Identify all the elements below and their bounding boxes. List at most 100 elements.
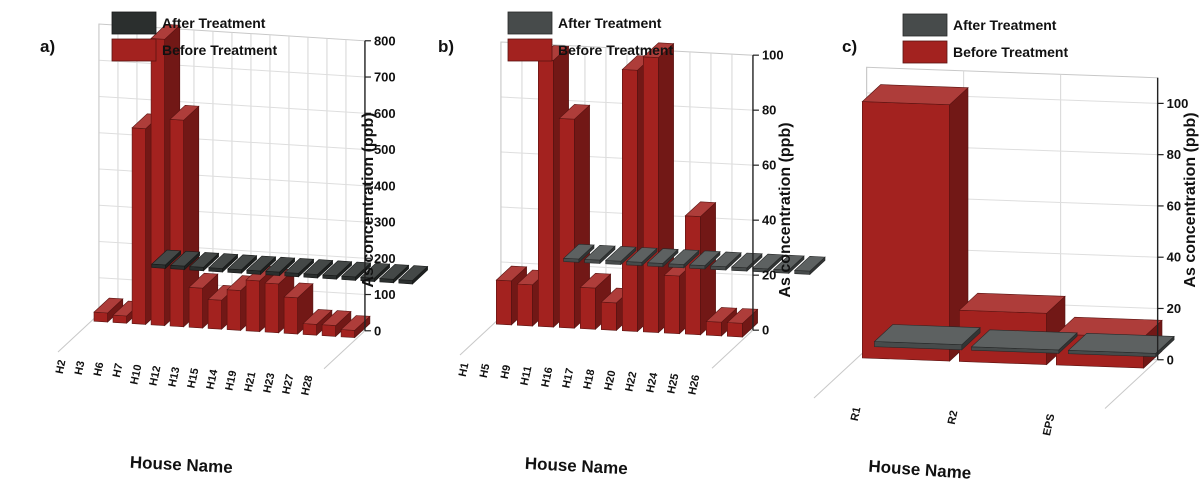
- x-tick-label: H20: [602, 369, 618, 391]
- bar-front-face: [264, 282, 280, 334]
- bar-front-face: [188, 286, 203, 329]
- x-tick-label: H10: [128, 364, 144, 386]
- bar-before-treatment: [340, 315, 371, 339]
- bar-front-face: [726, 322, 743, 338]
- bar-top-face: [667, 249, 700, 265]
- bar-after-treatment: [604, 246, 637, 266]
- y-tick-label: 20: [762, 268, 776, 283]
- panel-label: a): [40, 37, 55, 56]
- bar-before-treatment: [93, 297, 124, 323]
- bar-top-face: [170, 250, 201, 267]
- x-tick-label: H26: [686, 374, 702, 396]
- x-axis-title: House Name: [129, 453, 233, 477]
- bar-after-treatment: [360, 262, 391, 283]
- bar-top-face: [188, 272, 219, 289]
- x-tick-label: H12: [147, 365, 163, 387]
- bar-after-treatment: [398, 265, 429, 285]
- grid-line-horizontal: [98, 95, 365, 114]
- y-tick-label: 80: [1167, 147, 1181, 162]
- bar-after-treatment: [667, 249, 700, 269]
- bar-front-face: [684, 215, 701, 336]
- bar-after-treatment: [227, 254, 258, 274]
- bar-top-face: [562, 243, 595, 260]
- y-tick-label: 800: [374, 33, 396, 48]
- legend: After Treatment Before Treatment: [111, 11, 277, 62]
- bar-before-treatment: [861, 84, 969, 362]
- bar-top-face: [705, 307, 738, 323]
- bar-after-treatment: [303, 259, 334, 279]
- y-tick-label: 600: [374, 106, 396, 121]
- y-tick-label: 80: [762, 103, 776, 118]
- y-tick-label: 0: [374, 323, 381, 338]
- chart-panel-1: 0 100 200 300 400 500 600 700 800 As concentratio…: [40, 11, 429, 477]
- bar-top-face: [642, 42, 675, 58]
- bar-after-treatment: [189, 252, 220, 272]
- y-tick-label: 200: [374, 251, 396, 266]
- bar-top-face: [709, 251, 742, 268]
- bar-top-face: [321, 310, 352, 326]
- bar-top-face: [970, 329, 1078, 351]
- bar-top-face: [265, 256, 296, 273]
- bar-top-face: [730, 252, 763, 269]
- legend-label: After Treatment: [558, 15, 662, 31]
- bar-top-face: [208, 253, 239, 269]
- legend-swatch: [111, 38, 157, 62]
- x-tick-label: R1: [849, 406, 864, 422]
- x-tick-label: H25: [665, 373, 681, 395]
- bar-top-face: [189, 252, 220, 268]
- legend-swatch: [507, 11, 553, 35]
- panel-label: b): [438, 37, 454, 56]
- bar-after-treatment: [246, 255, 277, 276]
- bar-after-treatment: [1067, 332, 1175, 358]
- bar-after-treatment: [625, 247, 658, 267]
- bar-front-face: [93, 311, 108, 323]
- legend: After Treatment Before Treatment: [507, 11, 673, 62]
- bar-top-face: [360, 262, 391, 279]
- bar-before-treatment: [283, 282, 314, 335]
- y-tick-label: 100: [1167, 96, 1189, 111]
- bar-top-face: [246, 255, 277, 272]
- bar-front-face: [150, 38, 165, 326]
- bar-before-treatment: [169, 104, 200, 328]
- bar-front-face: [207, 299, 222, 330]
- x-tick-label: H2: [54, 359, 69, 375]
- bar-top-face: [793, 255, 826, 272]
- bar-after-treatment: [709, 251, 742, 271]
- bar-top-face: [1067, 332, 1175, 354]
- bar-front-face: [516, 283, 533, 327]
- panel-label: c): [842, 37, 857, 56]
- bar-before-treatment: [726, 308, 759, 338]
- bar-top-face: [861, 84, 969, 106]
- bar-before-treatment: [558, 104, 591, 329]
- bar-top-face: [398, 265, 429, 281]
- x-tick-label: H22: [623, 370, 639, 392]
- y-tick-label: 60: [762, 158, 776, 173]
- x-tick-label: H18: [581, 368, 597, 390]
- x-axis: H1 H5 H9 H11 H16 H17 H18 H20 H22 H24 H25 H26 House N…: [457, 362, 703, 479]
- bar-top-face: [495, 265, 528, 282]
- x-tick-label: H6: [92, 361, 107, 377]
- legend-swatch: [902, 13, 948, 37]
- bar-front-face: [112, 314, 127, 324]
- bar-top-face: [579, 272, 612, 289]
- y-axis: 0 100 200 300 400 500 600 700 800 As concentratio…: [360, 33, 396, 338]
- bar-top-face: [379, 264, 410, 280]
- legend-label: Before Treatment: [953, 44, 1068, 60]
- bar-front-face: [226, 289, 241, 331]
- x-tick-label: H14: [204, 367, 220, 390]
- bar-front-face: [495, 279, 512, 326]
- legend-label: After Treatment: [162, 15, 266, 31]
- bar-top-face: [684, 201, 717, 217]
- y-tick-label: 40: [762, 213, 776, 228]
- bar-front-face: [621, 69, 638, 332]
- bar-front-face: [642, 56, 659, 333]
- bar-top-face: [284, 258, 315, 274]
- legend-label: Before Treatment: [558, 42, 673, 58]
- floor-edge-left: [459, 316, 502, 356]
- bar-top-face: [726, 308, 759, 324]
- legend-label: After Treatment: [953, 17, 1057, 33]
